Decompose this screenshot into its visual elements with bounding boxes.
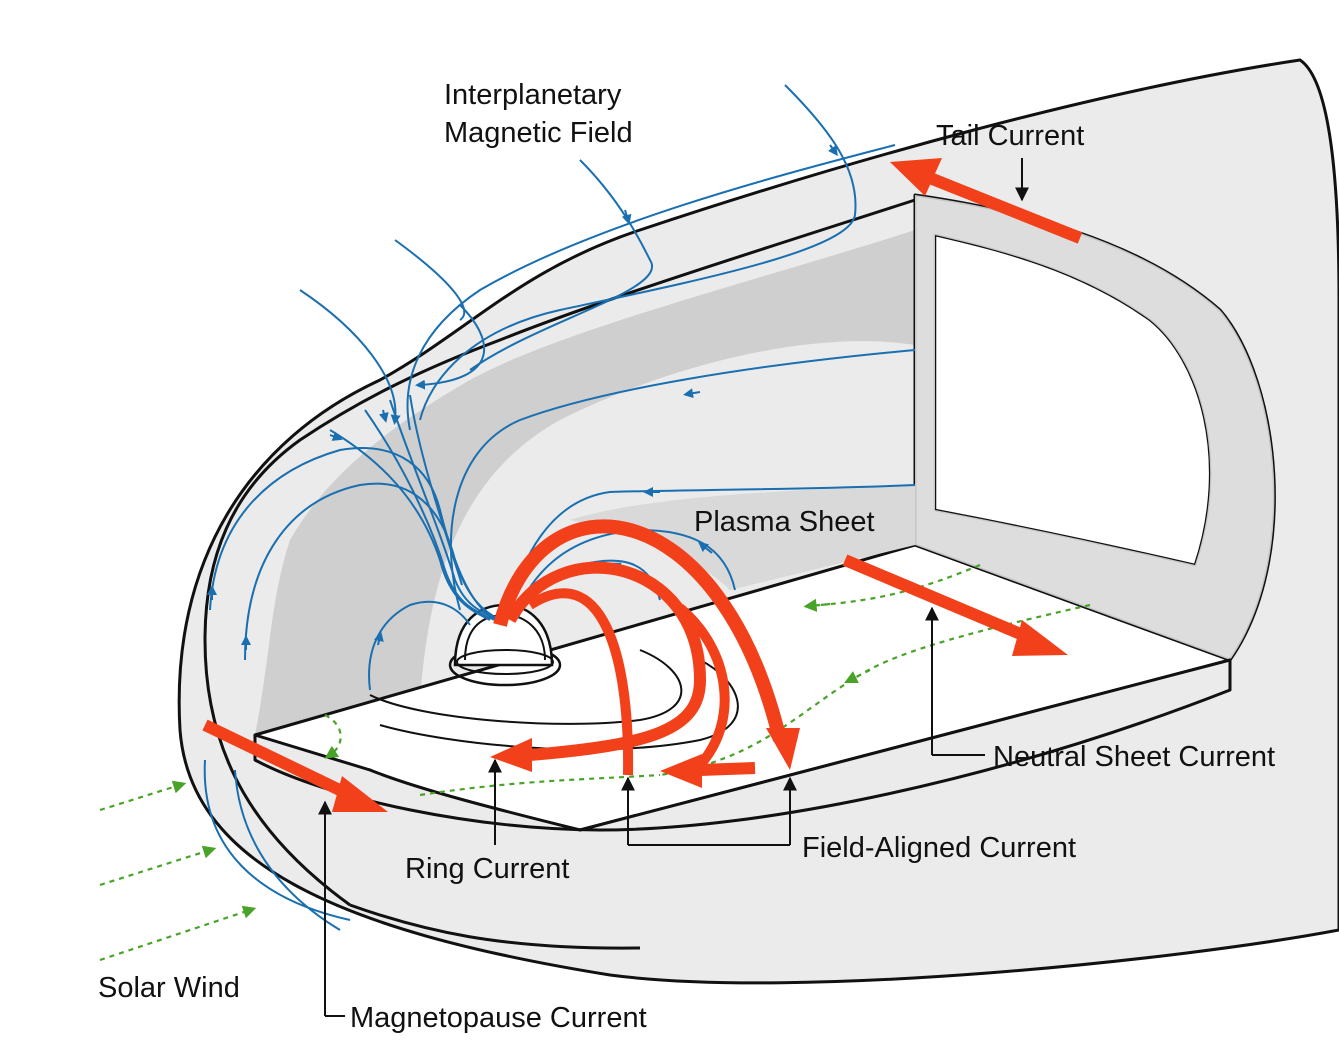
plasma-sheet-label: Plasma Sheet <box>694 506 875 538</box>
tail-current-label: Tail Current <box>936 120 1084 152</box>
field-aligned-current-bottom <box>699 762 756 776</box>
tail-cross-section-rim <box>915 195 1275 660</box>
neutral-sheet-current-arrow <box>842 554 1033 644</box>
field-aligned-current-bottom-head <box>660 754 702 788</box>
ring-current-label: Ring Current <box>405 853 569 885</box>
field-aligned-current-inner <box>527 588 634 776</box>
tail-current-arrowhead <box>890 158 942 196</box>
solar-wind-label: Solar Wind <box>98 972 240 1004</box>
ring-current-arrow <box>504 561 707 761</box>
imf-label-line1: Interplanetary <box>444 79 622 111</box>
plasma-sheet-band <box>570 485 915 590</box>
ring-current-arrowhead <box>490 738 532 772</box>
ring-current-loop-outer <box>379 659 739 751</box>
cutaway-inner-wall <box>255 230 915 735</box>
magnetopause-inner-edge <box>203 198 916 907</box>
magnetopause-current-arrowhead <box>332 776 388 812</box>
neutral-sheet-current-label: Neutral Sheet Current <box>993 741 1275 773</box>
currents <box>202 158 1083 812</box>
plane-front-slab <box>253 658 1232 832</box>
leader-lines <box>318 158 1029 1017</box>
field-aligned-current-outer <box>493 519 787 742</box>
shell-lower-lip <box>349 903 641 950</box>
magnetopause-current-arrow <box>202 719 353 801</box>
field-aligned-current-outer-head <box>766 728 800 770</box>
imf-label-line2: Magnetic Field <box>444 117 633 149</box>
field-aligned-current-label: Field-Aligned Current <box>802 832 1076 864</box>
field-aligned-current-mid <box>676 604 730 769</box>
tail-current-arrow <box>927 172 1083 244</box>
neutral-sheet-current-arrowhead <box>1012 620 1068 656</box>
magnetopause-current-label: Magnetopause Current <box>350 1002 647 1034</box>
